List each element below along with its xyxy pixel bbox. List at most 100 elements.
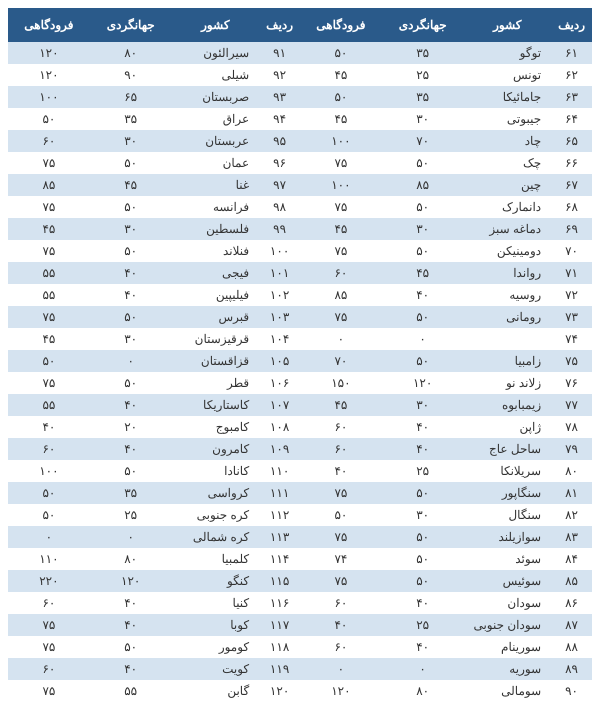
table-cell: زامبیا <box>464 350 552 372</box>
table-cell: ۴۵ <box>8 218 90 240</box>
table-cell: کنیا <box>172 592 260 614</box>
table-cell: ۸۵ <box>300 284 382 306</box>
table-cell: ۵۵ <box>8 394 90 416</box>
table-row: ۷۵زامبیا۵۰۷۰۱۰۵قزاقستان۰۵۰ <box>8 350 592 372</box>
table-cell: دماغه سبز <box>464 218 552 240</box>
table-cell: کره شمالی <box>172 526 260 548</box>
table-cell: ۴۰ <box>90 614 172 636</box>
table-row: ۶۶چک۵۰۷۵۹۶عمان۵۰۷۵ <box>8 152 592 174</box>
table-row: ۸۵سوئیس۵۰۷۵۱۱۵کنگو۱۲۰۲۲۰ <box>8 570 592 592</box>
table-row: ۶۵چاد۷۰۱۰۰۹۵عربستان۳۰۶۰ <box>8 130 592 152</box>
table-cell: ۷۵ <box>8 306 90 328</box>
table-cell: ۴۰ <box>382 438 464 460</box>
table-cell: ۳۰ <box>90 130 172 152</box>
table-cell: ۱۰۱ <box>259 262 300 284</box>
table-cell: ۱۰۷ <box>259 394 300 416</box>
table-cell: ۶۰ <box>300 592 382 614</box>
table-row: ۸۸سورینام۴۰۶۰۱۱۸کومور۵۰۷۵ <box>8 636 592 658</box>
table-cell: ۵۰ <box>382 306 464 328</box>
table-cell: ۳۰ <box>90 218 172 240</box>
table-row: ۸۳سوازیلند۵۰۷۵۱۱۳کره شمالی۰۰ <box>8 526 592 548</box>
table-cell: چاد <box>464 130 552 152</box>
table-cell: ۰ <box>382 658 464 680</box>
table-cell: ۱۰۰ <box>8 86 90 108</box>
table-cell: عراق <box>172 108 260 130</box>
table-cell: ۷۰ <box>382 130 464 152</box>
table-cell: ۲۲۰ <box>8 570 90 592</box>
table-cell: ۶۰ <box>300 438 382 460</box>
table-cell: ۶۰ <box>8 438 90 460</box>
table-cell: ۷۲ <box>551 284 592 306</box>
table-cell: ۰ <box>300 328 382 350</box>
table-cell: ۱۰۸ <box>259 416 300 438</box>
table-cell: ۷۵ <box>300 152 382 174</box>
table-cell: ۷۵ <box>551 350 592 372</box>
table-cell: ۴۰ <box>300 460 382 482</box>
table-cell: ۱۱۰ <box>259 460 300 482</box>
table-cell: ۷۱ <box>551 262 592 284</box>
header-row: ردیف کشور جهانگردی فرودگاهی ردیف کشور جه… <box>8 8 592 42</box>
table-cell: ۱۱۷ <box>259 614 300 636</box>
table-row: ۸۶سودان۴۰۶۰۱۱۶کنیا۴۰۶۰ <box>8 592 592 614</box>
table-cell: ۸۸ <box>551 636 592 658</box>
table-cell: ۵۰ <box>8 482 90 504</box>
table-row: ۸۱سنگاپور۵۰۷۵۱۱۱کرواسی۳۵۵۰ <box>8 482 592 504</box>
table-cell: چک <box>464 152 552 174</box>
table-cell: ۱۰۳ <box>259 306 300 328</box>
table-cell: ۵۰ <box>300 42 382 64</box>
table-cell: ۹۰ <box>551 680 592 702</box>
table-cell: ۹۴ <box>259 108 300 130</box>
table-cell: ۱۱۸ <box>259 636 300 658</box>
table-cell: جیبوتی <box>464 108 552 130</box>
table-cell: ۵۰ <box>382 526 464 548</box>
table-cell: ۵۰ <box>90 196 172 218</box>
table-cell: عربستان <box>172 130 260 152</box>
table-cell: ۹۱ <box>259 42 300 64</box>
col-header: جهانگردی <box>382 8 464 42</box>
table-cell: ۶۵ <box>90 86 172 108</box>
table-cell: دومینیکن <box>464 240 552 262</box>
table-cell: ۹۹ <box>259 218 300 240</box>
table-cell: ۷۵ <box>300 526 382 548</box>
table-cell: ۶۰ <box>300 262 382 284</box>
table-cell: ۳۰ <box>382 218 464 240</box>
table-cell: ۷۳ <box>551 306 592 328</box>
table-cell: ۹۰ <box>90 64 172 86</box>
table-cell: سوئد <box>464 548 552 570</box>
table-cell: ۲۵ <box>382 614 464 636</box>
table-cell: ۵۰ <box>382 196 464 218</box>
table-cell: ۷۵ <box>300 196 382 218</box>
table-cell: ۶۹ <box>551 218 592 240</box>
col-header: جهانگردی <box>90 8 172 42</box>
table-row: ۷۳رومانی۵۰۷۵۱۰۳قبرس۵۰۷۵ <box>8 306 592 328</box>
table-cell: تونس <box>464 64 552 86</box>
table-cell: کویت <box>172 658 260 680</box>
table-cell: ۵۰ <box>90 460 172 482</box>
table-cell: ۷۵ <box>8 196 90 218</box>
table-cell: کلمبیا <box>172 548 260 570</box>
table-cell: ۶۰ <box>300 416 382 438</box>
table-cell: ۶۳ <box>551 86 592 108</box>
table-cell: ۱۱۰ <box>8 548 90 570</box>
table-cell: ۱۲۰ <box>8 64 90 86</box>
table-row: ۷۴۰۰۱۰۴قرقیزستان۳۰۴۵ <box>8 328 592 350</box>
table-cell: ۱۰۰ <box>8 460 90 482</box>
table-cell: سوئیس <box>464 570 552 592</box>
table-row: ۷۶زلاند نو۱۲۰۱۵۰۱۰۶قطر۵۰۷۵ <box>8 372 592 394</box>
table-cell: ۷۵ <box>8 152 90 174</box>
table-cell: ۶۰ <box>8 130 90 152</box>
table-cell: ۷۵ <box>300 240 382 262</box>
table-cell: ۷۵ <box>300 570 382 592</box>
table-cell: ۹۶ <box>259 152 300 174</box>
table-cell: ۵۰ <box>90 636 172 658</box>
table-cell: صربستان <box>172 86 260 108</box>
table-cell: کنگو <box>172 570 260 592</box>
table-cell: ۷۵ <box>300 482 382 504</box>
table-cell: ۴۰ <box>382 592 464 614</box>
table-cell: ۱۲۰ <box>90 570 172 592</box>
table-cell: ۵۰ <box>90 306 172 328</box>
table-cell: ۹۳ <box>259 86 300 108</box>
table-cell: ۱۱۹ <box>259 658 300 680</box>
table-row: ۷۰دومینیکن۵۰۷۵۱۰۰فنلاند۵۰۷۵ <box>8 240 592 262</box>
table-cell: عمان <box>172 152 260 174</box>
